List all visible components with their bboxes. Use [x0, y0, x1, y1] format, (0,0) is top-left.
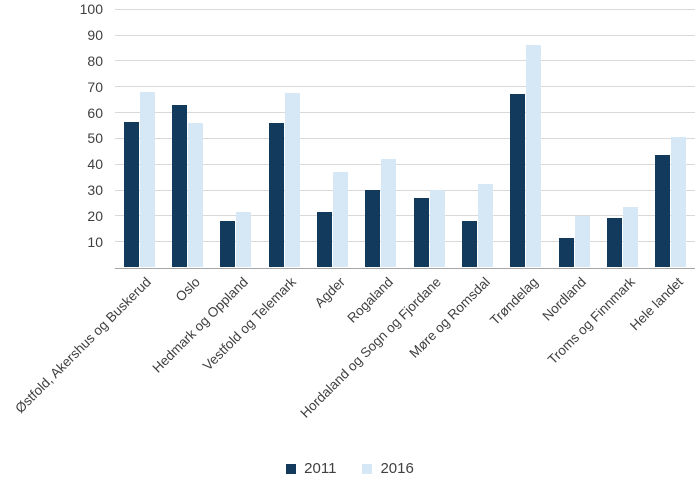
bar-2011-5	[365, 190, 381, 268]
y-tick-label: 20	[87, 207, 103, 224]
bar-2016-3	[284, 93, 300, 268]
y-tick-label: 30	[87, 182, 103, 198]
bar-2016-4	[333, 171, 348, 268]
legend-swatch-icon	[362, 463, 373, 474]
bar-2011-7	[462, 221, 477, 268]
bar-2011-8	[510, 94, 526, 268]
bar-2016-7	[478, 183, 493, 268]
y-tick-label: 40	[87, 156, 103, 173]
bar-2011-3	[268, 122, 284, 268]
bar-2016-5	[381, 159, 397, 268]
y-tick-label: 100	[79, 1, 103, 18]
x-axis-line	[115, 267, 695, 269]
bar-2016-10	[623, 206, 638, 268]
legend-label: 2016	[380, 460, 414, 477]
gridline-10	[115, 241, 695, 243]
legend-item-2016: 2016	[362, 460, 414, 477]
gridline-40	[115, 163, 695, 165]
bar-2011-2	[220, 221, 236, 268]
bar-2016-0	[139, 91, 155, 268]
y-tick-label: 80	[87, 52, 103, 69]
bar-2011-10	[607, 218, 622, 268]
bar-2016-9	[574, 215, 590, 268]
gridline-90	[115, 34, 695, 36]
bar-2011-4	[317, 211, 332, 268]
bar-2011-6	[413, 197, 429, 268]
bar-2016-1	[188, 122, 203, 268]
bar-2011-9	[558, 237, 574, 268]
legend-item-2011: 2011	[286, 461, 336, 476]
gridline-50	[115, 137, 695, 139]
gridline-100	[115, 8, 695, 10]
y-tick-label: 60	[87, 104, 103, 121]
gridline-70	[115, 86, 695, 88]
y-tick-label: 50	[87, 130, 103, 147]
gridline-30	[115, 189, 695, 191]
gridline-80	[115, 60, 695, 62]
legend: 2011 2016	[0, 461, 700, 476]
legend-swatch-icon	[286, 463, 297, 474]
bar-2016-11	[671, 137, 687, 268]
y-tick-label: 10	[87, 233, 103, 250]
bar-2011-0	[123, 121, 139, 268]
bar-2011-11	[655, 155, 671, 268]
bar-2016-6	[429, 190, 445, 268]
bar-2011-1	[172, 104, 187, 268]
y-tick-label: 70	[87, 78, 103, 95]
legend-label: 2011	[304, 460, 337, 477]
gridline-60	[115, 112, 695, 114]
y-tick-label: 90	[87, 27, 103, 44]
bar-2016-2	[236, 211, 252, 268]
bar-2016-8	[526, 45, 542, 268]
gridline-20	[115, 215, 695, 217]
